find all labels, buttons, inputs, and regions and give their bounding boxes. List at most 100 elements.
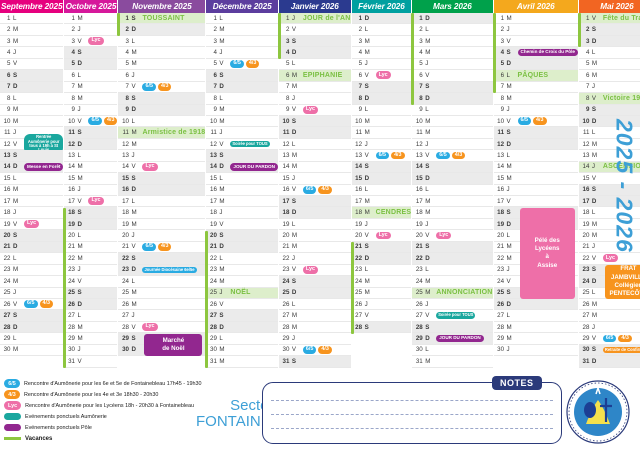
- event-badge[interactable]: Lyc: [24, 220, 40, 229]
- day-row[interactable]: 26 D: [64, 298, 118, 311]
- day-row[interactable]: 22 M: [64, 253, 118, 265]
- event-badge[interactable]: Lyc: [142, 323, 158, 331]
- day-row[interactable]: 16 L: [412, 185, 493, 196]
- day-row[interactable]: 13 L: [493, 150, 578, 162]
- event-badge[interactable]: Chemin de Croix du Pôle: [517, 48, 578, 57]
- day-row[interactable]: 18 J: [0, 207, 64, 219]
- day-row[interactable]: 28 D: [0, 321, 64, 334]
- day-row[interactable]: 14 S: [351, 161, 412, 174]
- day-row[interactable]: 29 D JOUR DU PARDON: [412, 333, 493, 345]
- day-row[interactable]: 26 M: [118, 299, 206, 311]
- day-row[interactable]: 13 M: [578, 150, 640, 162]
- day-row[interactable]: 4 S Chemin de Croix du Pôle: [493, 47, 578, 59]
- day-row[interactable]: 25 S: [64, 287, 118, 299]
- day-row[interactable]: 11 M: [351, 127, 412, 139]
- day-row[interactable]: 8V Victoire 1945: [578, 93, 640, 105]
- day-row[interactable]: 19 M: [118, 219, 206, 231]
- day-row[interactable]: 15 S: [118, 173, 206, 185]
- day-row[interactable]: 11 D: [278, 127, 351, 139]
- day-row[interactable]: 22 D: [351, 253, 412, 265]
- day-row[interactable]: 31 M: [206, 356, 278, 368]
- day-row[interactable]: 12 V Soirée pour TOUS: [206, 139, 278, 151]
- day-row[interactable]: 26 M: [578, 299, 640, 311]
- day-row[interactable]: 15 M: [493, 173, 578, 185]
- day-row[interactable]: 30S Retraite de Confirmation: [578, 344, 640, 357]
- day-row[interactable]: 15 M: [64, 173, 118, 185]
- day-row[interactable]: 30 V 6/5 4/3: [278, 345, 351, 357]
- day-row[interactable]: 12 M: [118, 139, 206, 151]
- day-row[interactable]: 13 S: [0, 150, 64, 162]
- event-badge[interactable]: Messe en Forêt: [24, 163, 64, 171]
- day-row[interactable]: 18 M: [118, 207, 206, 219]
- day-row[interactable]: 14 D JOUR DU PARDON: [206, 161, 278, 174]
- day-row[interactable]: 17 M: [0, 196, 64, 208]
- event-badge[interactable]: Lyc: [302, 265, 319, 274]
- day-row[interactable]: 14 M: [64, 162, 118, 174]
- day-row[interactable]: 31 S: [278, 356, 351, 368]
- event-badge[interactable]: Lyc: [436, 231, 452, 240]
- day-row[interactable]: 11 M: [412, 127, 493, 139]
- day-row[interactable]: 17 D: [578, 196, 640, 208]
- day-row[interactable]: 12 D: [493, 138, 578, 151]
- day-row[interactable]: 12 J: [351, 139, 412, 151]
- day-row[interactable]: 13 L: [64, 150, 118, 162]
- day-row[interactable]: 22 L: [0, 253, 64, 265]
- day-row[interactable]: 15 J: [278, 173, 351, 185]
- day-row[interactable]: 25 D: [278, 287, 351, 299]
- day-row[interactable]: [0, 356, 64, 368]
- day-row[interactable]: 7 V 6/5 4/3: [118, 82, 206, 94]
- day-row[interactable]: 17 S: [278, 196, 351, 208]
- day-row[interactable]: 19 J: [412, 219, 493, 231]
- day-row[interactable]: 12 D: [64, 138, 118, 151]
- day-row[interactable]: 12 J: [412, 139, 493, 151]
- day-row[interactable]: 14 D Messe en Forêt: [0, 161, 64, 174]
- day-row[interactable]: 16 M: [0, 185, 64, 196]
- day-row[interactable]: 6 M EPIPHANIE: [278, 70, 351, 82]
- day-row[interactable]: 20 S: [0, 230, 64, 242]
- event-block[interactable]: Pélé des Lycéens à Assise: [519, 207, 575, 300]
- event-badge[interactable]: 4/3: [245, 60, 260, 68]
- day-row[interactable]: 6 V Lyc: [351, 70, 412, 82]
- day-row[interactable]: 22 J: [278, 253, 351, 265]
- day-row[interactable]: 10 M: [206, 116, 278, 128]
- event-badge[interactable]: 6/5: [517, 117, 532, 126]
- event-badge[interactable]: 4/3: [533, 117, 547, 126]
- event-badge[interactable]: 4/3: [391, 151, 405, 160]
- day-row[interactable]: 15 V: [578, 173, 640, 185]
- day-row[interactable]: 14 M: [493, 162, 578, 174]
- day-row[interactable]: 30 J: [64, 345, 118, 357]
- day-row[interactable]: 27 M: [578, 310, 640, 322]
- day-row[interactable]: 5 V 6/5 4/3: [206, 59, 278, 71]
- day-row[interactable]: 28 M: [278, 322, 351, 334]
- day-row[interactable]: 17 M: [412, 196, 493, 208]
- day-row[interactable]: 18 J: [206, 207, 278, 219]
- day-row[interactable]: 29 M: [493, 333, 578, 345]
- day-row[interactable]: 15 L: [206, 173, 278, 185]
- day-row[interactable]: 12 V Rentrée Aumônerie pour tous à 19h à S…: [0, 134, 64, 154]
- event-badge[interactable]: Lyc: [375, 71, 391, 80]
- day-row[interactable]: 11 L: [578, 127, 640, 139]
- day-row[interactable]: 16 L: [351, 185, 412, 196]
- day-row[interactable]: 17 V: [493, 196, 578, 208]
